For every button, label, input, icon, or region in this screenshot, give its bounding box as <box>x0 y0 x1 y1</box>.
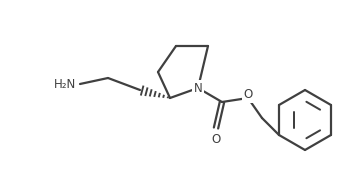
Text: N: N <box>194 81 202 94</box>
Text: H₂N: H₂N <box>54 77 76 90</box>
Text: O: O <box>211 133 221 146</box>
Text: O: O <box>243 89 253 101</box>
